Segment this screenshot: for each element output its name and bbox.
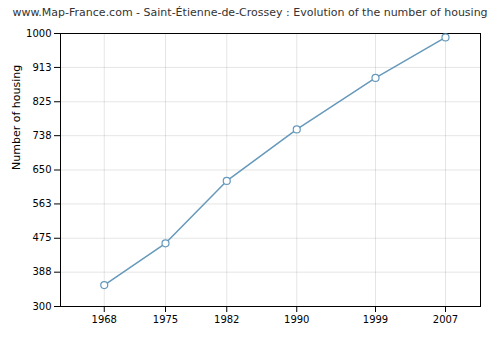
svg-text:1968: 1968 bbox=[92, 314, 117, 325]
svg-text:738: 738 bbox=[32, 130, 51, 141]
html-text:www.Map-France.com - Saint-Éti: www.Map-France.com - Saint-Étienne-de-Cr… bbox=[12, 6, 488, 19]
svg-text:1975: 1975 bbox=[153, 314, 178, 325]
svg-text:475: 475 bbox=[32, 232, 51, 243]
svg-text:563: 563 bbox=[32, 198, 51, 209]
svg-text:650: 650 bbox=[32, 164, 51, 175]
svg-text:388: 388 bbox=[32, 266, 51, 277]
svg-text:300: 300 bbox=[32, 301, 51, 312]
svg-text:1999: 1999 bbox=[363, 314, 388, 325]
svg-text:1000: 1000 bbox=[26, 28, 51, 39]
svg-text:1990: 1990 bbox=[284, 314, 309, 325]
svg-text:913: 913 bbox=[32, 62, 51, 73]
svg-text:1982: 1982 bbox=[214, 314, 239, 325]
svg-text:825: 825 bbox=[32, 96, 51, 107]
svg-text:2007: 2007 bbox=[433, 314, 458, 325]
svg-text:Number of housing: Number of housing bbox=[10, 65, 23, 170]
